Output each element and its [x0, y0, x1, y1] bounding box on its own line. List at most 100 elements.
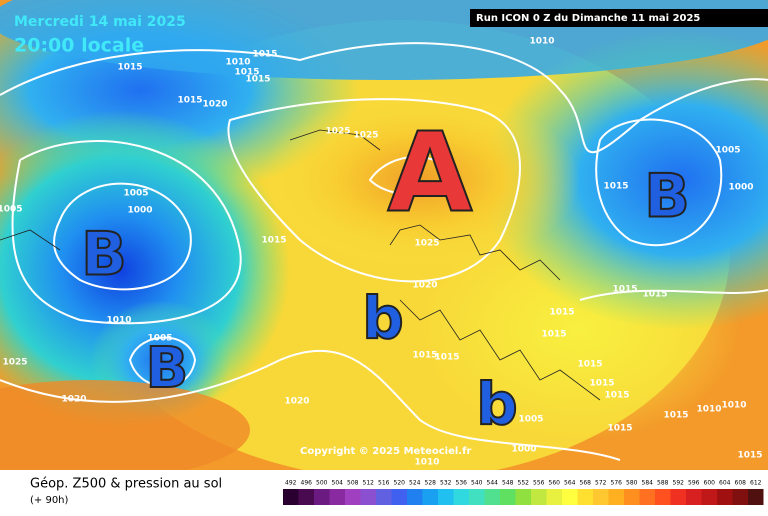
scale-swatch — [391, 489, 407, 505]
pressure-label: 1010 — [529, 37, 554, 47]
scale-label: 528 — [425, 480, 437, 487]
pressure-label: 1020 — [284, 397, 309, 407]
pressure-label: 1005 — [715, 146, 740, 156]
scale-swatch — [717, 489, 733, 505]
scale-label: 520 — [394, 480, 406, 487]
forecast-date: Mercredi 14 mai 2025 — [14, 14, 186, 30]
copyright: Copyright © 2025 Meteociel.fr — [300, 446, 471, 457]
scale-swatch — [500, 489, 516, 505]
scale-label: 584 — [642, 480, 654, 487]
pressure-label: 1005 — [518, 415, 543, 425]
scale-swatch — [314, 489, 330, 505]
scale-swatch — [360, 489, 376, 505]
scale-label: 572 — [595, 480, 607, 487]
scale-label: 588 — [657, 480, 669, 487]
center-letter: B — [81, 220, 127, 290]
center-letter: b — [476, 370, 518, 438]
scale-label: 512 — [363, 480, 375, 487]
scale-swatch — [624, 489, 640, 505]
scale-swatch — [562, 489, 578, 505]
scale-label: 560 — [549, 480, 561, 487]
pressure-label: 1010 — [696, 405, 721, 415]
scale-label: 496 — [301, 480, 313, 487]
pressure-label: 1025 — [325, 127, 350, 137]
pressure-label: 1015 — [589, 379, 614, 389]
scale-swatch — [469, 489, 485, 505]
scale-label: 540 — [471, 480, 483, 487]
high-zone — [260, 90, 580, 270]
pressure-label: 1015 — [117, 63, 142, 73]
pressure-label: 1015 — [412, 351, 437, 361]
isobars — [0, 42, 768, 461]
scale-swatch — [407, 489, 423, 505]
scale-label: 580 — [626, 480, 638, 487]
pressure-label: 1015 — [549, 308, 574, 318]
scale-swatch — [593, 489, 609, 505]
pressure-label: 1015 — [577, 360, 602, 370]
scale-swatch — [345, 489, 361, 505]
scale-swatch — [732, 489, 748, 505]
scale-swatch — [686, 489, 702, 505]
scale-label: 516 — [378, 480, 390, 487]
scale-label: 568 — [580, 480, 592, 487]
scale-label: 492 — [285, 480, 297, 487]
pressure-label: 1000 — [511, 445, 536, 455]
scale-label: 596 — [688, 480, 700, 487]
pressure-label: 1005 — [147, 334, 172, 344]
scale-swatch — [453, 489, 469, 505]
pressure-label: 1015 — [663, 411, 688, 421]
pressure-label: 1025 — [353, 131, 378, 141]
scale-swatch — [546, 489, 562, 505]
scale-label: 500 — [316, 480, 328, 487]
pressure-label: 1020 — [412, 281, 437, 291]
scale-swatch — [670, 489, 686, 505]
pressure-label: 1010 — [225, 58, 250, 68]
scale-label: 508 — [347, 480, 359, 487]
scale-swatch — [283, 489, 299, 505]
pressure-label: 1015 — [642, 290, 667, 300]
center-letter: B — [146, 336, 189, 401]
pressure-label: 1000 — [728, 183, 753, 193]
scale-swatch — [515, 489, 531, 505]
coastlines — [0, 129, 601, 401]
scale-label: 504 — [332, 480, 344, 487]
pressure-label: 1025 — [414, 239, 439, 249]
pressure-label: 1015 — [607, 424, 632, 434]
scale-label: 592 — [673, 480, 685, 487]
scale-label: 536 — [456, 480, 468, 487]
scale-swatch — [422, 489, 438, 505]
scale-label: 608 — [735, 480, 747, 487]
legend-lead: (+ 90h) — [30, 495, 69, 506]
run-info: Run ICON 0 Z du Dimanche 11 mai 2025 — [476, 13, 700, 24]
pressure-label: 1025 — [2, 358, 27, 368]
center-letter: B — [644, 162, 690, 232]
scale-label: 612 — [750, 480, 762, 487]
pressure-label: 1015 — [604, 391, 629, 401]
scale-swatch — [329, 489, 345, 505]
pressure-label: 1015 — [261, 236, 286, 246]
pressure-label: 1005 — [0, 205, 23, 215]
scale-label: 544 — [487, 480, 499, 487]
scale-swatch — [484, 489, 500, 505]
scale-label: 600 — [704, 480, 716, 487]
scale-swatch — [639, 489, 655, 505]
color-scale: 492 496 500 504 508 512 516 520 524 528 532 536 540 5… — [283, 480, 764, 505]
pressure-label: 1020 — [61, 395, 86, 405]
scale-label: 556 — [533, 480, 545, 487]
scale-swatch — [608, 489, 624, 505]
scale-label: 564 — [564, 480, 576, 487]
center-letter: b — [362, 284, 404, 352]
pressure-label: 1020 — [202, 100, 227, 110]
scale-swatch — [701, 489, 717, 505]
pressure-label: 1015 — [612, 285, 637, 295]
pressure-label: 1015 — [737, 451, 762, 461]
pressure-label: 1015 — [252, 50, 277, 60]
scale-label: 532 — [440, 480, 452, 487]
pressure-label: 1005 — [123, 189, 148, 199]
pressure-label: 1010 — [414, 458, 439, 468]
scale-swatch — [748, 489, 764, 505]
low-zone — [480, 30, 768, 330]
legend-title: Géop. Z500 & pression au sol — [30, 477, 222, 492]
